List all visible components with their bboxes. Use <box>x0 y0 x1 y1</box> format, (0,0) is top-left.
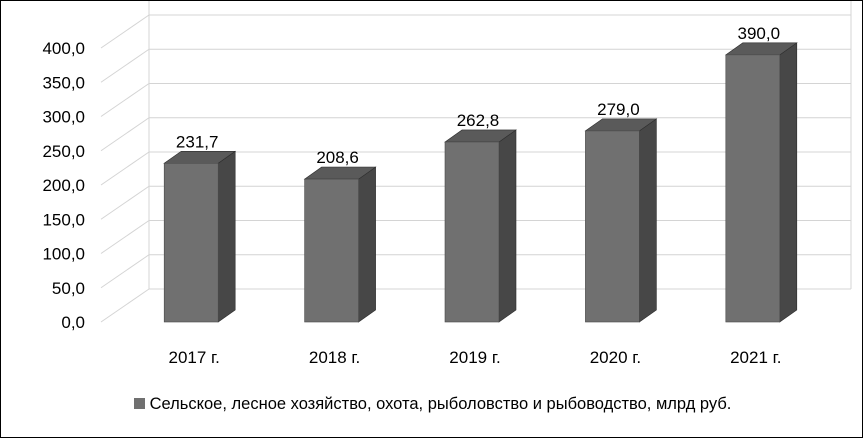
bar <box>444 141 500 323</box>
y-tick-label: 200,0 <box>42 176 85 195</box>
gridline-side <box>100 185 150 220</box>
legend: Сельское, лесное хозяйство, охота, рыбол… <box>1 395 863 414</box>
y-tick-label: 400,0 <box>42 39 85 58</box>
gridline-side <box>100 117 150 152</box>
gridline-side <box>100 220 150 254</box>
gridline-side <box>100 151 150 186</box>
gridline-side <box>100 14 150 49</box>
gridline-side <box>100 288 150 323</box>
y-tick-label: 350,0 <box>42 73 85 92</box>
gridline-side <box>100 83 150 117</box>
y-tick-label: 100,0 <box>42 245 85 264</box>
legend-label: Сельское, лесное хозяйство, охота, рыбол… <box>149 395 732 413</box>
x-tick-label: 2018 г. <box>309 348 360 367</box>
legend-swatch <box>133 398 145 409</box>
gridline-side <box>100 48 150 83</box>
data-label: 390,0 <box>738 24 781 43</box>
bar-side-face <box>639 118 657 323</box>
bar-side-face <box>498 129 517 323</box>
data-label: 231,7 <box>176 132 219 151</box>
bar-side-face <box>358 166 376 323</box>
bar <box>304 178 359 323</box>
y-tick-label: 250,0 <box>42 142 85 161</box>
x-tick-label: 2021 г. <box>730 348 781 367</box>
y-tick-label: 150,0 <box>42 210 85 229</box>
bar <box>163 162 219 323</box>
y-tick-label: 0,0 <box>61 313 85 332</box>
bar <box>725 54 781 323</box>
bar-side-face <box>779 42 798 323</box>
x-tick-label: 2020 г. <box>590 348 641 367</box>
x-tick-label: 2019 г. <box>449 348 500 367</box>
y-tick-label: 50,0 <box>52 279 85 298</box>
bar <box>585 130 640 323</box>
data-label: 279,0 <box>597 100 640 119</box>
x-tick-label: 2017 г. <box>169 348 220 367</box>
data-label: 208,6 <box>316 148 359 167</box>
gridline-side <box>100 254 150 289</box>
data-label: 262,8 <box>457 111 500 130</box>
y-tick-label: 300,0 <box>42 108 85 127</box>
bar-side-face <box>217 150 236 323</box>
